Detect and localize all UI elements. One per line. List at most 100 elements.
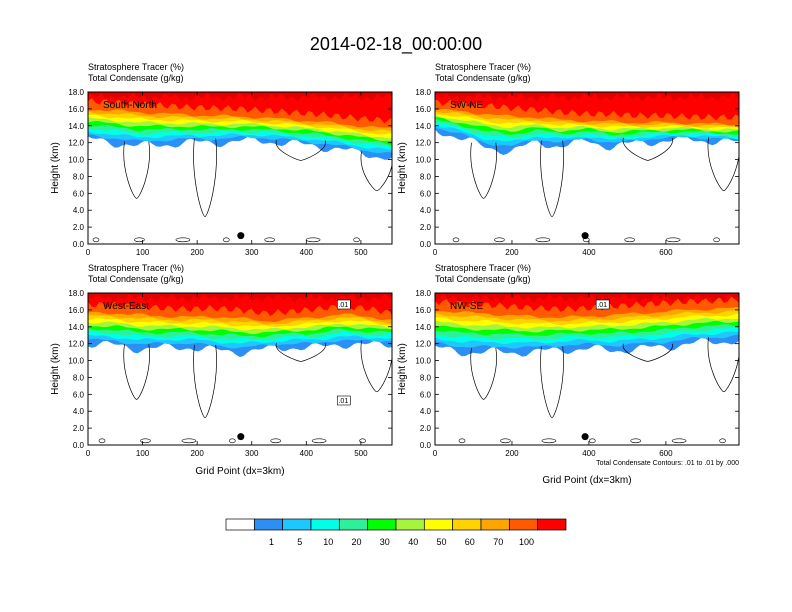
tracer-band-max	[88, 92, 392, 102]
surface-contour	[311, 438, 327, 444]
colorbar-swatch	[225, 518, 255, 531]
contour-note: Total Condensate Contours: .01 to .01 by…	[596, 460, 739, 467]
surface-contour	[305, 237, 321, 243]
surface-contour	[588, 438, 596, 444]
y-tick-label: 0.0	[73, 240, 85, 249]
surface-contour	[175, 237, 191, 243]
colorbar-swatch	[395, 518, 425, 531]
condensate-contour	[123, 141, 150, 199]
colorbar-label: 5	[297, 537, 302, 547]
location-marker	[581, 433, 589, 441]
y-axis-label: Height (km)	[397, 343, 408, 395]
plot-frame	[434, 91, 740, 245]
colorbar-label: 40	[408, 537, 418, 547]
y-tick-label: 16.0	[68, 306, 84, 315]
surface-contour	[671, 438, 687, 444]
x-tick-label: 0	[86, 449, 91, 458]
y-tick-label: 12.0	[415, 340, 431, 349]
y-tick-label: 8.0	[420, 373, 432, 382]
y-tick-label: 8.0	[420, 172, 432, 181]
y-tick-label: 16.0	[415, 306, 431, 315]
surface-contour	[630, 438, 642, 444]
y-tick-label: 18.0	[415, 289, 431, 298]
y-tick-label: 14.0	[415, 122, 431, 131]
x-tick-label: 400	[300, 449, 314, 458]
panel-header-condensate: Total Condensate (g/kg)	[88, 274, 184, 284]
y-axis-label: Height (km)	[397, 142, 408, 194]
figure-title: 2014-02-18_00:00:00	[310, 34, 482, 55]
y-axis-label: Height (km)	[50, 142, 61, 194]
surface-contour	[229, 438, 236, 444]
condensate-contour	[540, 346, 564, 418]
colorbar-swatch	[310, 518, 340, 531]
colorbar-label: 20	[351, 537, 361, 547]
condensate-contour	[470, 347, 497, 400]
x-axis-label: Grid Point (dx=3km)	[195, 466, 284, 477]
x-tick-label: 400	[582, 248, 596, 257]
y-tick-label: 0.0	[420, 441, 432, 450]
condensate-contour	[275, 343, 326, 362]
colorbar-label: 70	[493, 537, 503, 547]
contour-label: .01	[597, 302, 607, 309]
surface-contour	[665, 237, 681, 243]
y-tick-label: 12.0	[68, 139, 84, 148]
x-tick-label: 600	[659, 449, 673, 458]
colorbar-swatch	[508, 518, 539, 531]
surface-contour	[624, 237, 636, 243]
y-tick-label: 6.0	[420, 390, 432, 399]
surface-contour	[719, 438, 726, 444]
condensate-contour	[360, 340, 392, 393]
colorbar-label: 50	[436, 537, 446, 547]
x-tick-label: 200	[190, 449, 204, 458]
condensate-contour	[622, 137, 673, 161]
location-marker	[581, 232, 589, 240]
y-tick-label: 0.0	[420, 240, 432, 249]
surface-contour	[98, 438, 106, 444]
x-tick-label: 100	[136, 449, 150, 458]
colorbar-swatch	[282, 518, 312, 531]
panels: Stratosphere Tracer (%)Total Condensate …	[50, 62, 740, 486]
surface-contour	[140, 438, 151, 444]
x-tick-label: 500	[354, 449, 368, 458]
y-tick-label: 10.0	[415, 156, 431, 165]
y-tick-label: 4.0	[420, 407, 432, 416]
panel-header-condensate: Total Condensate (g/kg)	[88, 73, 184, 83]
x-tick-label: 300	[245, 248, 259, 257]
x-tick-label: 200	[505, 449, 519, 458]
surface-contour	[541, 438, 557, 444]
x-tick-label: 0	[433, 248, 438, 257]
y-tick-label: 12.0	[415, 139, 431, 148]
colorbar-swatch	[338, 518, 369, 531]
panel-header-tracer: Stratosphere Tracer (%)	[435, 62, 531, 72]
contour-label-box	[595, 299, 610, 310]
x-tick-label: 100	[136, 248, 150, 257]
x-tick-label: 0	[433, 449, 438, 458]
contour-label: .01	[338, 302, 348, 309]
panel-header-condensate: Total Condensate (g/kg)	[435, 73, 531, 83]
colorbar-swatch	[253, 518, 284, 531]
panel-south-north: Stratosphere Tracer (%)Total Condensate …	[50, 62, 393, 257]
colorbar-swatch	[423, 518, 454, 531]
contour-label-box	[337, 299, 351, 310]
condensate-contour	[707, 137, 739, 192]
surface-contour	[535, 237, 551, 243]
x-tick-label: 600	[659, 248, 673, 257]
plot-frame	[87, 91, 393, 245]
y-tick-label: 14.0	[415, 323, 431, 332]
plot-frame	[87, 292, 393, 446]
condensate-contour	[275, 140, 326, 161]
y-tick-label: 18.0	[68, 88, 84, 97]
tracer-band-11	[88, 92, 392, 124]
tracer-field	[435, 92, 739, 244]
tracer-field	[88, 293, 392, 445]
y-tick-label: 14.0	[68, 122, 84, 131]
x-tick-label: 500	[354, 248, 368, 257]
y-tick-label: 18.0	[415, 88, 431, 97]
y-tick-label: 6.0	[73, 189, 85, 198]
y-tick-label: 2.0	[73, 223, 85, 232]
y-tick-label: 2.0	[420, 424, 432, 433]
surface-contour	[500, 438, 511, 444]
y-tick-label: 18.0	[68, 289, 84, 298]
tracer-band-max	[435, 293, 739, 303]
